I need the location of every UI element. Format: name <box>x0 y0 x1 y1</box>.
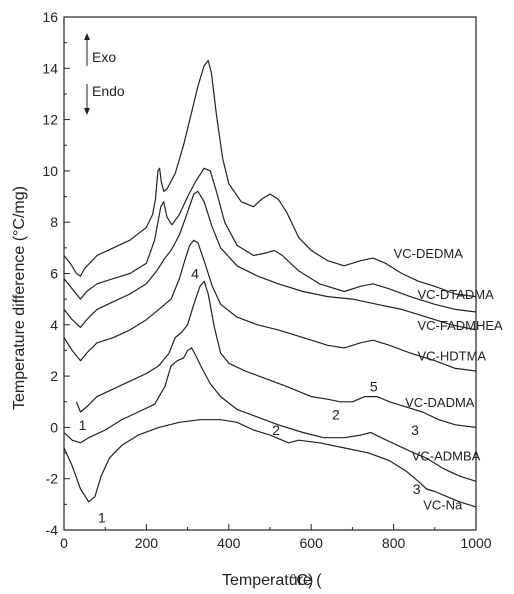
series-label-vc-fadmhea: VC-FADMHEA <box>417 318 503 333</box>
y-tick-label: 16 <box>42 9 58 25</box>
peak-number-label: 5 <box>370 378 378 394</box>
series-curves <box>63 60 477 508</box>
y-tick-label: -2 <box>46 471 59 487</box>
peak-number-label: 1 <box>79 417 87 433</box>
series-label-vc-dadma: VC-DADMA <box>405 395 475 410</box>
series-label-vc-dedma: VC-DEDMA <box>394 246 464 261</box>
series-line-vc-admba <box>63 347 477 482</box>
y-tick-label: 4 <box>50 317 58 333</box>
series-label-vc-na: VC-Na <box>423 497 463 512</box>
exo-label: Exo <box>92 49 116 65</box>
series-label-vc-hdtma: VC-HDTMA <box>417 349 486 364</box>
x-tick-label: 1000 <box>460 535 491 551</box>
y-tick-label: 0 <box>50 419 58 435</box>
exo-arrow-icon <box>84 33 90 40</box>
exo-endo-indicator: Exo Endo <box>84 33 125 115</box>
x-tick-label: 200 <box>135 535 159 551</box>
peak-number-label: 3 <box>411 422 419 438</box>
x-tick-label: 600 <box>300 535 324 551</box>
series-line-vc-dtadma <box>63 167 477 313</box>
y-tick-label: 6 <box>50 266 58 282</box>
series-line-vc-dedma <box>63 60 477 298</box>
endo-arrow-icon <box>84 108 90 115</box>
x-tick-label: 800 <box>382 535 406 551</box>
series-labels: VC-DEDMA VC-DTADMA VC-FADMHEA VC-HDTMA VC-DA… <box>394 246 503 512</box>
peak-number-label: 2 <box>332 407 340 423</box>
y-axis-title: Temperature difference (°C/mg) <box>11 186 28 410</box>
peak-annotations: 1 1 2 2 3 3 4 5 <box>79 266 421 526</box>
peak-number-label: 3 <box>413 481 421 497</box>
axis-ticks <box>63 16 477 531</box>
series-line-vc-fadmhea <box>63 190 477 331</box>
x-axis-title: Temperature ( <box>222 572 322 589</box>
y-tick-label: -4 <box>46 522 59 538</box>
series-line-vc-na <box>63 419 477 508</box>
endo-label: Endo <box>92 83 125 99</box>
x-tick-label: 400 <box>217 535 241 551</box>
peak-number-label: 2 <box>272 422 280 438</box>
y-tick-label: 8 <box>50 214 58 230</box>
series-line-vc-hdtma <box>63 239 477 372</box>
y-tick-label: 10 <box>42 163 58 179</box>
x-tick-label: 0 <box>60 535 68 551</box>
peak-number-label: 4 <box>191 266 199 282</box>
x-axis-unit: °C) <box>290 572 313 589</box>
series-label-vc-admba: VC-ADMBA <box>412 449 481 464</box>
y-tick-label: 14 <box>42 60 58 76</box>
y-tick-label: 12 <box>42 112 58 128</box>
peak-number-label: 1 <box>98 509 106 525</box>
series-label-vc-dtadma: VC-DTADMA <box>417 287 494 302</box>
series-line-vc-dadma <box>75 280 477 428</box>
y-tick-label: 2 <box>50 368 58 384</box>
